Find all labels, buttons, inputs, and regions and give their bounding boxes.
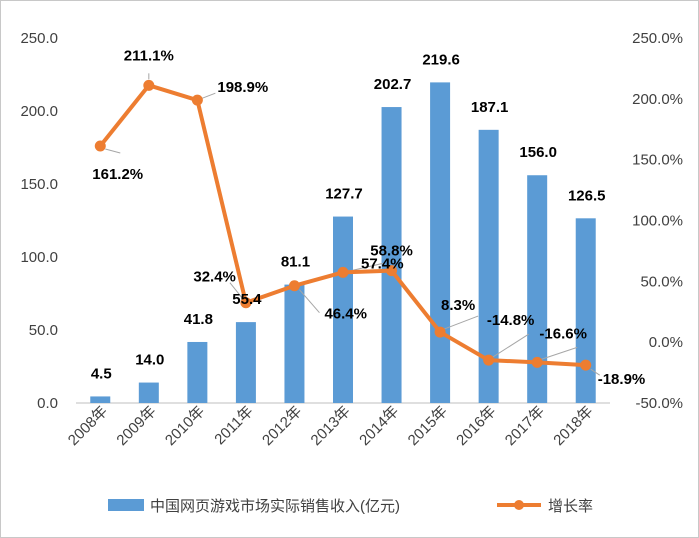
line-data-label: 32.4%: [193, 269, 236, 286]
y-right-tick-label: 100.0%: [632, 213, 683, 230]
line-point: [580, 359, 592, 371]
x-tick-label: 2014年: [356, 403, 402, 449]
bar-data-label: 219.6: [422, 51, 460, 68]
legend-bar-label: 中国网页游戏市场实际销售收入(亿元): [150, 498, 400, 515]
line-data-labels: 161.2% 211.1% 198.9% 32.4% 46.4% 57.4%58.8% 8.…: [92, 47, 645, 388]
bar: [235, 322, 256, 403]
line-point: [337, 266, 349, 278]
line-data-label: 58.8%: [370, 243, 413, 260]
y-right-tick-label: 150.0%: [632, 152, 683, 169]
x-tick-label: 2018年: [550, 403, 596, 449]
y-left-tick-label: 50.0: [29, 322, 58, 339]
line-data-label: 198.9%: [217, 79, 268, 96]
bar: [430, 82, 451, 403]
bar-series: [90, 82, 596, 404]
line-data-label: -14.8%: [487, 312, 535, 329]
x-tick-label: 2011年: [211, 403, 256, 448]
y-right-tick-label: 0.0%: [649, 334, 683, 351]
x-tick-label: 2015年: [405, 403, 451, 449]
bar-data-label: 127.7: [325, 186, 363, 203]
line-point: [531, 356, 543, 368]
x-tick-label: 2010年: [162, 403, 208, 449]
legend-line-label: 增长率: [548, 498, 593, 515]
x-tick-label: 2009年: [113, 403, 159, 449]
line-point: [434, 326, 446, 338]
leader-line: [299, 289, 320, 314]
line-series: [94, 79, 592, 371]
leader-line: [443, 315, 479, 330]
line-data-label: 211.1%: [124, 47, 174, 64]
bar: [381, 107, 402, 404]
y-left-tick-label: 0.0: [37, 395, 58, 412]
bar: [187, 341, 208, 403]
bar-data-label: 4.5: [91, 365, 112, 382]
line-point: [143, 79, 155, 91]
bar: [284, 284, 305, 403]
line-point: [94, 140, 106, 152]
leader-line: [229, 282, 243, 299]
line-point: [483, 354, 495, 366]
bar-data-label: 41.8: [184, 311, 213, 328]
line-data-label: -16.6%: [539, 325, 587, 342]
bar: [333, 216, 353, 403]
y-right-tick-label: 250.0%: [632, 30, 683, 47]
line-data-label: 161.2%: [92, 166, 143, 183]
y-right-tick-label: -50.0%: [635, 395, 683, 412]
bar-data-label: 14.0: [135, 352, 164, 369]
y-left-tick-label: 150.0: [20, 176, 58, 193]
leader-line: [541, 346, 578, 360]
y-left-tick-label: 100.0: [20, 249, 58, 266]
bar: [478, 129, 499, 404]
legend: 中国网页游戏市场实际销售收入(亿元) 增长率: [108, 498, 593, 515]
leader-line: [202, 92, 216, 99]
y-right-tick-label: 50.0%: [640, 273, 683, 290]
bar-data-label: 55.4: [232, 291, 262, 308]
bar-data-label: 126.5: [568, 187, 606, 204]
leader-line: [492, 333, 529, 358]
bar-data-label: 187.1: [471, 99, 509, 116]
bar: [527, 175, 548, 403]
x-tick-label: 2013年: [308, 403, 354, 449]
bar: [90, 396, 111, 403]
legend-line-marker: [514, 500, 524, 510]
bar-data-label: 81.1: [281, 254, 310, 271]
x-tick-label: 2008年: [65, 403, 111, 449]
y-left-tick-label: 200.0: [20, 103, 58, 120]
bar-data-label: 202.7: [374, 76, 412, 93]
bar: [138, 382, 159, 403]
leader-line: [105, 148, 121, 154]
bar: [575, 218, 596, 403]
line-data-label: -18.9%: [598, 371, 646, 388]
line-point: [191, 94, 203, 106]
line-data-label: 57.4%: [361, 255, 404, 272]
line-point: [240, 297, 252, 309]
x-tick-label: 2017年: [502, 403, 548, 449]
leader-line: [590, 368, 601, 376]
x-tick-label: 2016年: [453, 403, 499, 449]
x-tick-label: 2012年: [259, 403, 305, 449]
bar-data-label: 156.0: [519, 144, 557, 161]
line-data-label: 8.3%: [441, 297, 475, 314]
y-right-tick-label: 200.0%: [632, 91, 683, 108]
bar-data-labels: 4.5 14.0 41.8 55.4 81.1 127.7 202.7 219.6 187.1 1…: [91, 51, 606, 382]
line-data-label: 46.4%: [324, 306, 367, 323]
line-point: [288, 280, 300, 292]
y-left-tick-label: 250.0: [20, 30, 58, 47]
line-point: [386, 265, 398, 277]
legend-bar-swatch: [108, 499, 144, 511]
